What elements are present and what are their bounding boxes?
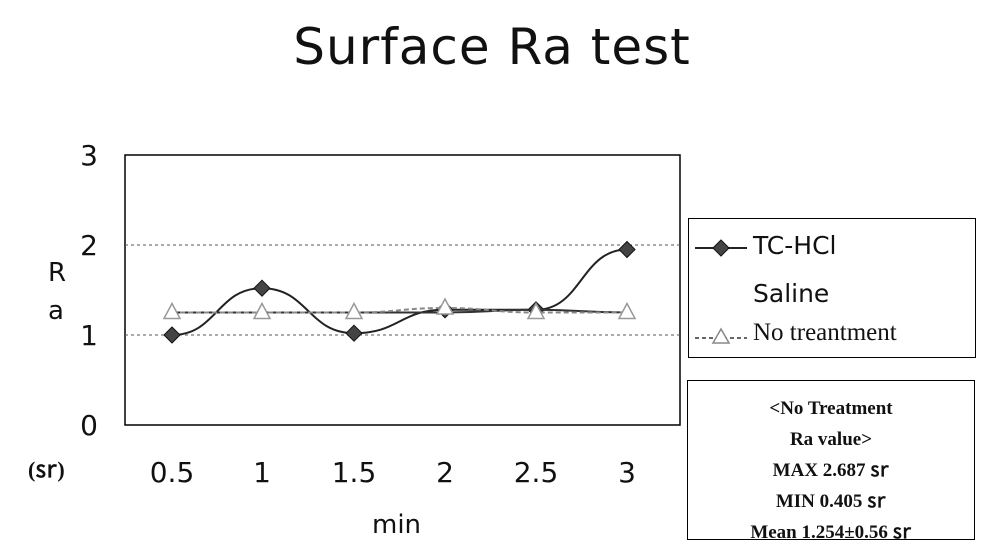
legend-label-saline: Saline (753, 279, 830, 308)
y-tick-label: 0 (80, 409, 98, 442)
point-tc-hcl (345, 324, 363, 342)
y-tick-label: 1 (80, 319, 98, 352)
chart-title: Surface Ra test (293, 18, 691, 76)
x-axis-label: min (372, 510, 422, 540)
point-no-treantment (435, 297, 455, 315)
legend-label-tc-hcl: TC-HCl (753, 231, 837, 260)
legend-item-tc-hcl: TC-HCl (689, 231, 977, 265)
point-no-treantment (344, 301, 364, 320)
annotation-min: MIN 0.405 ㏛ (775, 491, 887, 512)
series-line-no-treantment (172, 306, 628, 314)
x-tick-label: 1 (253, 456, 271, 489)
x-tick-label: 2.5 (514, 456, 559, 489)
legend-marker-tc-hcl (695, 239, 747, 257)
y-axis-label-a: a (48, 296, 64, 326)
point-tc-hcl (253, 279, 271, 297)
x-tick-label: 2 (436, 456, 454, 489)
point-tc-hcl (163, 326, 181, 344)
point-no-treantment (252, 301, 272, 320)
y-axis-unit: (㏛) (28, 457, 65, 482)
annotation-mean: Mean 1.254±0.56 ㏛ (750, 522, 912, 543)
x-tick-label: 1.5 (332, 456, 377, 489)
legend-item-no-treatment: No treantment (689, 319, 977, 353)
annotation-line-2: Ra value> (789, 429, 873, 450)
annotation-box: <No Treatment Ra value> MAX 2.687 ㏛ MIN … (687, 380, 975, 543)
x-tick-label: 3 (618, 456, 636, 489)
x-tick-label: 0.5 (150, 456, 195, 489)
legend-item-saline: Saline (689, 279, 977, 313)
series-line-saline (172, 308, 628, 314)
point-no-treantment (617, 301, 637, 320)
point-no-treantment (526, 301, 546, 320)
y-tick-label: 3 (80, 139, 98, 172)
series-line-tc-hcl (171, 248, 628, 336)
legend-label-no-treatment: No treantment (753, 319, 897, 346)
annotation-max: MAX 2.687 ㏛ (772, 460, 890, 481)
point-tc-hcl (618, 240, 636, 259)
point-no-treantment (162, 301, 182, 320)
y-tick-label: 2 (80, 229, 98, 262)
legend-marker-no-treatment (695, 327, 747, 344)
annotation-line-1: <No Treatment (769, 398, 893, 419)
y-axis-label-r: R (48, 258, 67, 288)
plot-frame (124, 154, 681, 426)
legend: TC-HCl Saline No treantment (688, 218, 976, 358)
